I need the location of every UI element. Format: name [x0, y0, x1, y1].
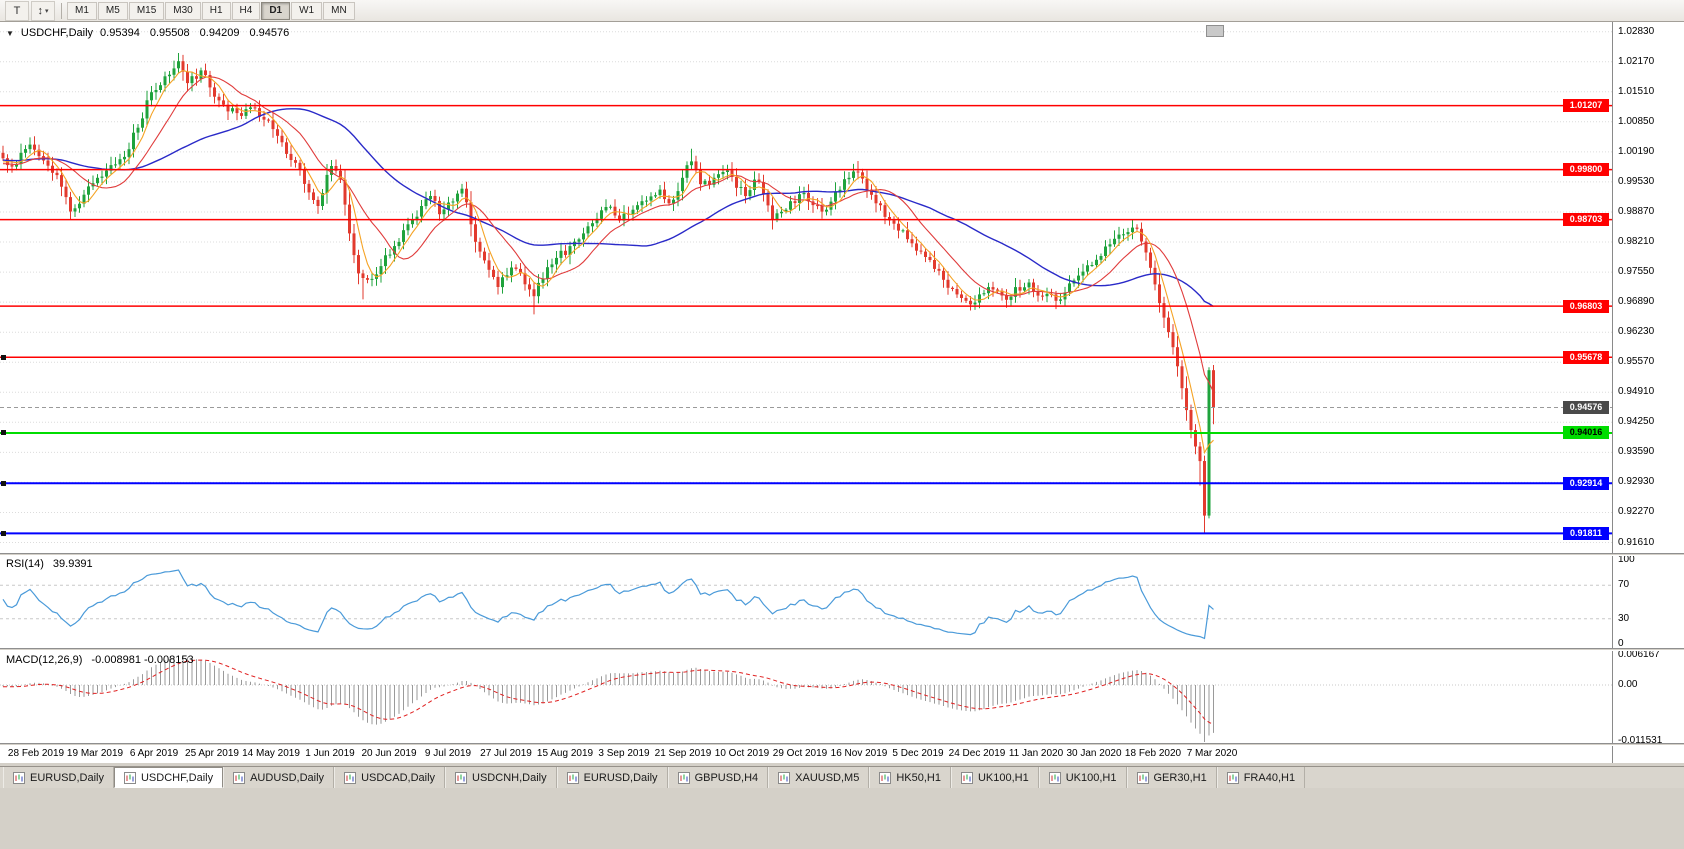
rsi-panel-graphics: [0, 569, 1612, 640]
symbol-menu-icon[interactable]: ▼: [6, 28, 14, 38]
macd-signal-line: [2, 659, 1214, 725]
chart-background[interactable]: [0, 22, 1684, 763]
tab-label: EURUSD,Daily: [30, 771, 104, 784]
chart-templates-icon[interactable]: T: [5, 0, 29, 21]
rsi-splitter[interactable]: [0, 553, 1684, 556]
tab-label: XAUUSD,M5: [795, 771, 860, 784]
tab-label: UK100,H1: [1065, 771, 1117, 784]
chart-tab-usdchf-daily[interactable]: USDCHF,Daily: [113, 767, 224, 788]
timeframe-button-mn[interactable]: MN: [323, 1, 355, 20]
timeframe-button-w1[interactable]: W1: [291, 1, 323, 20]
chart-tab-uk100-h1[interactable]: UK100,H1: [950, 767, 1039, 788]
templates-glyph: T: [13, 4, 21, 17]
chart-tab-icon: [960, 771, 973, 784]
chart-tab-icon: [566, 771, 579, 784]
chart-tab-usdcnh-daily[interactable]: USDCNH,Daily: [445, 767, 557, 788]
timeframe-button-m30[interactable]: M30: [165, 1, 201, 20]
chart-shift-marker[interactable]: [1206, 25, 1224, 37]
chart-tab-icon: [233, 771, 246, 784]
chart-tab-audusd-daily[interactable]: AUDUSD,Daily: [223, 767, 335, 788]
chart-tab-xauusd-m5[interactable]: XAUUSD,M5: [768, 767, 870, 788]
chart-tab-icon: [1048, 771, 1061, 784]
chart-ohlc-values: 0.95394 0.95508 0.94209 0.94576: [100, 27, 290, 39]
rsi-name: RSI(14): [6, 558, 44, 570]
chart-tab-gbpusd-h4[interactable]: GBPUSD,H4: [667, 767, 769, 788]
tab-label: UK100,H1: [977, 771, 1029, 784]
zoom-scale-dropdown-button[interactable]: ↕ ▾: [31, 0, 55, 21]
chart-tab-fra40-h1[interactable]: FRA40,H1: [1216, 767, 1306, 788]
price-axis-divider[interactable]: [1612, 22, 1613, 763]
chart-tab-eurusd-daily[interactable]: EURUSD,Daily: [3, 767, 114, 788]
chevron-down-icon: ▾: [44, 7, 49, 15]
macd-indicator-label: MACD(12,26,9) -0.008981 -0.008153: [6, 654, 194, 666]
tab-label: USDCNH,Daily: [472, 771, 547, 784]
chart-tab-icon: [123, 771, 136, 784]
tab-label: USDCHF,Daily: [140, 771, 214, 784]
chart-symbol-label: USDCHF,Daily: [20, 27, 94, 39]
chart-tab-icon: [778, 771, 791, 784]
tab-label: USDCAD,Daily: [361, 771, 436, 784]
tab-label: HK50,H1: [896, 771, 941, 784]
timeframe-button-h4[interactable]: H4: [231, 1, 261, 20]
chart-tab-icon: [455, 771, 468, 784]
tab-label: FRA40,H1: [1243, 771, 1296, 784]
chart-tab-icon: [879, 771, 892, 784]
macd-name: MACD(12,26,9): [6, 654, 83, 666]
scale-icon: ↕: [37, 4, 43, 17]
macd-splitter[interactable]: [0, 648, 1684, 651]
rsi-value: 39.9391: [52, 558, 93, 570]
timeframe-button-d1[interactable]: D1: [261, 1, 291, 20]
tab-label: GBPUSD,H4: [694, 771, 759, 784]
timeframe-button-m1[interactable]: M1: [67, 1, 97, 20]
moving-average-lines: [2, 69, 1214, 455]
chart-tab-eurusd-daily[interactable]: EURUSD,Daily: [556, 767, 668, 788]
timescale-splitter[interactable]: [0, 743, 1684, 746]
tab-label: GER30,H1: [1153, 771, 1207, 784]
macd-panel-graphics: [0, 655, 1612, 742]
timeframe-button-h1[interactable]: H1: [201, 1, 231, 20]
chart-tab-icon: [677, 771, 690, 784]
rsi-indicator-label: RSI(14) 39.9391: [6, 558, 93, 570]
tab-label: EURUSD,Daily: [583, 771, 658, 784]
chart-tab-ger30-h1[interactable]: GER30,H1: [1126, 767, 1217, 788]
chart-tab-icon: [344, 771, 357, 784]
chart-tab-hk50-h1[interactable]: HK50,H1: [869, 767, 951, 788]
timeframe-button-m15[interactable]: M15: [128, 1, 165, 20]
candlesticks: [1, 53, 1215, 533]
macd-values: -0.008981 -0.008153: [91, 654, 194, 666]
timeframe-button-m5[interactable]: M5: [97, 1, 128, 20]
chart-tab-icon: [1136, 771, 1149, 784]
timeframe-toolbar: M1 M5 M15 M30 H1 H4 D1 W1 MN: [67, 1, 356, 20]
toolbar-separator: [61, 2, 62, 19]
main-toolbar: T ↕ ▾ M1 M5 M15 M30 H1 H4 D1 W1 MN: [0, 0, 1684, 22]
chart-tab-bar: EURUSD,Daily USDCHF,Daily AUDUSD,Daily USDC…: [0, 766, 1684, 788]
chart-tab-icon: [1226, 771, 1239, 784]
tab-label: AUDUSD,Daily: [250, 771, 325, 784]
rsi-line: [2, 569, 1214, 640]
horizontal-level-lines[interactable]: [0, 104, 1612, 535]
chart-tab-uk100-h1[interactable]: UK100,H1: [1038, 767, 1127, 788]
chart-tab-usdcad-daily[interactable]: USDCAD,Daily: [334, 767, 446, 788]
chart-ohlc-title: ▼ USDCHF,Daily 0.95394 0.95508 0.94209 0…: [6, 27, 289, 39]
chart-tab-icon: [13, 771, 25, 784]
